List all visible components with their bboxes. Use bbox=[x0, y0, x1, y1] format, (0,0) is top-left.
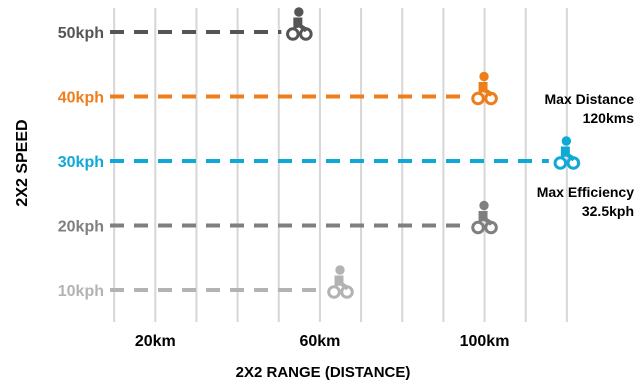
grid-lines bbox=[113, 8, 568, 322]
y-tick-label: 40kph bbox=[58, 90, 104, 107]
cyclist-icon bbox=[327, 264, 354, 299]
y-tick-label: 50kph bbox=[58, 25, 104, 42]
y-axis-label: 2X2 SPEED bbox=[14, 119, 31, 206]
annotation-max-efficiency-line1: Max Efficiency bbox=[537, 184, 634, 200]
cyclist-icon bbox=[553, 135, 581, 170]
annotation-max-efficiency: Max Efficiency 32.5kph bbox=[537, 184, 634, 219]
x-tick-labels: 20km 60km 100km bbox=[135, 333, 510, 350]
annotation-max-distance-line2: 120kms bbox=[583, 110, 635, 126]
x-axis-label: 2X2 RANGE (DISTANCE) bbox=[236, 364, 411, 381]
cyclist-icon bbox=[471, 70, 498, 106]
annotation-max-efficiency-line2: 32.5kph bbox=[582, 203, 634, 219]
cyclist-icon bbox=[286, 6, 313, 41]
x-tick-label: 100km bbox=[460, 333, 510, 350]
x-tick-label: 20km bbox=[135, 333, 176, 350]
y-tick-label: 30kph bbox=[58, 154, 104, 171]
annotation-max-distance-line1: Max Distance bbox=[545, 91, 635, 107]
y-tick-label: 10kph bbox=[58, 283, 104, 300]
x-tick-label: 60km bbox=[299, 333, 340, 350]
series-group: 50kph 40kph 30kph 20kph 10kph bbox=[58, 6, 581, 300]
cyclist-icon bbox=[471, 199, 498, 235]
annotation-max-distance: Max Distance 120kms bbox=[545, 91, 635, 126]
y-tick-label: 20kph bbox=[58, 219, 104, 236]
